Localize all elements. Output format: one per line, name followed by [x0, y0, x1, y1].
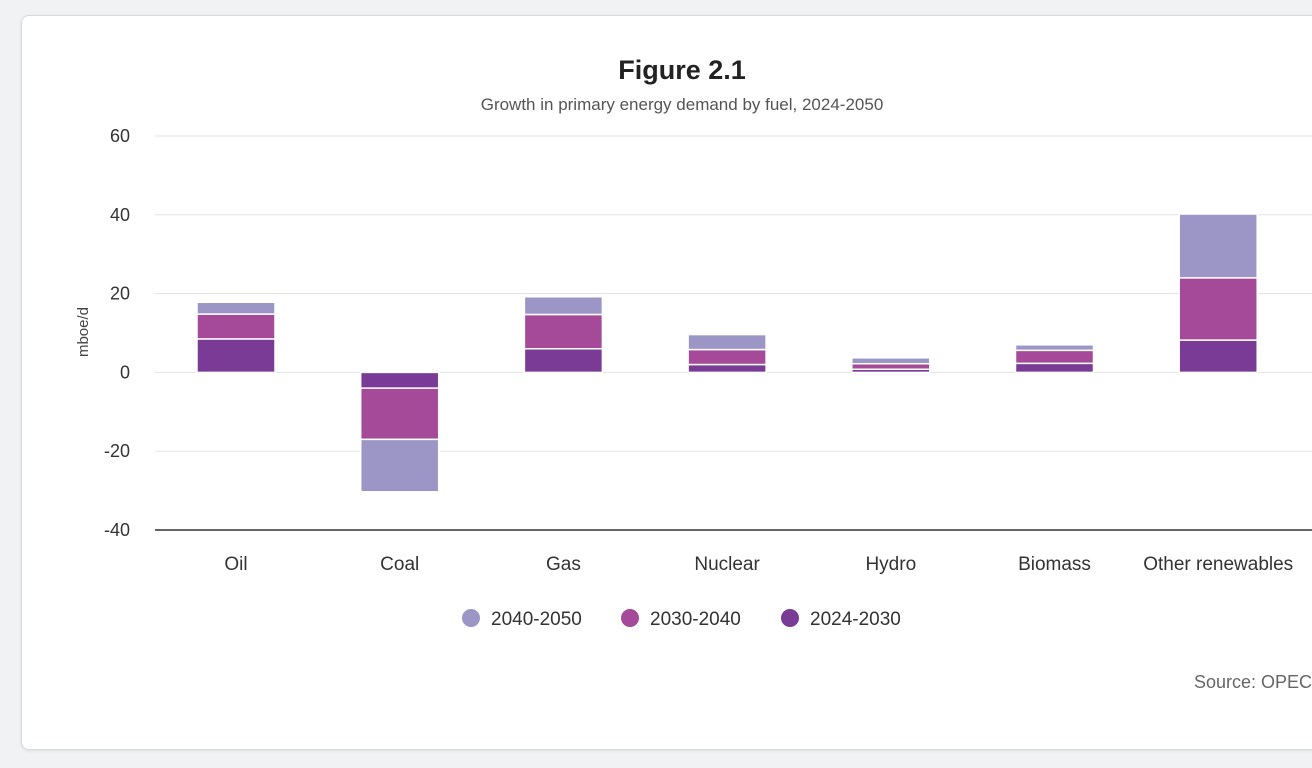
legend: 2040-2050 2030-2040 2024-2030: [462, 609, 901, 630]
x-tick-label: Oil: [224, 554, 247, 575]
bar-segment: [523, 296, 604, 316]
legend-marker: [621, 609, 639, 627]
x-axis-ticks: Oil Coal Gas Nuclear Hydro Biomass Other renew…: [224, 554, 1293, 575]
source-note: Source: OPEC: [1194, 672, 1312, 692]
legend-label[interactable]: 2030-2040: [650, 609, 741, 630]
y-axis-ticks: 60 40 20 0 -20 -40: [104, 126, 130, 540]
bar-segment: [687, 363, 767, 374]
bars: [196, 213, 1258, 493]
legend-label[interactable]: 2040-2050: [491, 609, 582, 630]
x-tick-label: Biomass: [1018, 554, 1091, 575]
legend-marker: [462, 609, 480, 627]
chart-subtitle: Growth in primary energy demand by fuel,…: [481, 95, 884, 114]
x-tick-label: Other renewables: [1143, 554, 1293, 575]
bar-segment: [1014, 362, 1095, 374]
bar-segment: [1014, 344, 1095, 352]
legend-label[interactable]: 2024-2030: [810, 609, 901, 630]
bar-segment: [1178, 213, 1258, 279]
bar-segment: [196, 338, 276, 374]
x-tick-label: Hydro: [865, 554, 916, 575]
bar-segment: [687, 348, 767, 366]
y-tick-label: -20: [104, 441, 130, 461]
bar-segment: [523, 313, 604, 350]
bar-segment: [851, 357, 931, 365]
x-tick-label: Nuclear: [694, 554, 760, 575]
bar-segment: [1178, 277, 1258, 341]
bar-segment: [851, 362, 931, 370]
bar-segment: [359, 371, 440, 389]
y-tick-label: 40: [110, 205, 130, 225]
bar-segment: [196, 301, 276, 315]
x-tick-label: Coal: [380, 554, 419, 575]
x-tick-label: Gas: [546, 554, 581, 575]
gridlines: [155, 135, 1312, 531]
bar-segment: [1178, 339, 1258, 374]
bar-segment: [359, 387, 440, 441]
chart-title: Figure 2.1: [618, 55, 746, 85]
y-tick-label: 20: [110, 284, 130, 304]
bar-segment: [1014, 349, 1095, 365]
legend-marker: [781, 609, 799, 627]
bar-segment: [687, 333, 767, 351]
y-tick-label: 60: [110, 126, 130, 146]
chart-card: [21, 15, 1312, 750]
y-tick-label: 0: [120, 362, 130, 382]
y-axis-label: mboe/d: [75, 307, 92, 357]
bar-segment: [523, 348, 604, 374]
bar-segment: [196, 313, 276, 340]
bar-segment: [359, 438, 440, 493]
y-tick-label: -40: [104, 520, 130, 540]
